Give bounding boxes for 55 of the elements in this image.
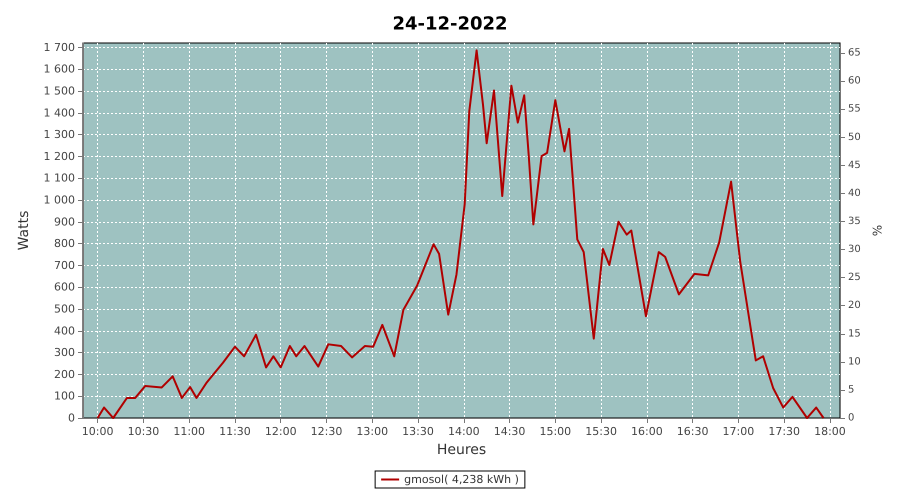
y-tick-label: 0 xyxy=(68,412,75,424)
y2-tick-label: 30 xyxy=(848,244,861,256)
y-tick-label: 400 xyxy=(54,324,75,338)
x-axis-title: Heures xyxy=(436,442,486,458)
y2-tick-label: 25 xyxy=(848,272,861,284)
x-tick-label: 15:30 xyxy=(585,425,617,438)
y2-tick-label: 0 xyxy=(848,412,854,424)
y2-axis-title: % xyxy=(870,224,885,236)
y2-tick-label: 5 xyxy=(848,384,854,396)
y-tick-label: 1 500 xyxy=(44,84,75,98)
x-tick-label: 16:00 xyxy=(631,425,663,438)
x-tick-label: 10:00 xyxy=(82,425,114,438)
x-tick-label: 11:00 xyxy=(173,425,206,438)
x-tick-label: 16:30 xyxy=(676,425,708,438)
x-tick-label: 12:30 xyxy=(310,425,342,438)
x-tick-label: 17:30 xyxy=(768,425,800,438)
y-tick-label: 1 000 xyxy=(44,193,75,206)
y-tick-label: 1 400 xyxy=(44,106,75,120)
y2-tick-label: 55 xyxy=(848,104,861,115)
y-tick-label: 1 600 xyxy=(44,62,75,76)
y-tick-label: 500 xyxy=(54,302,75,316)
x-tick-label: 14:00 xyxy=(448,425,480,438)
y-tick-label: 100 xyxy=(54,390,75,403)
x-tick-label: 15:00 xyxy=(539,425,572,438)
y-tick-label: 900 xyxy=(54,215,75,228)
y2-tick-label: 50 xyxy=(848,132,861,143)
chart-title: 24-12-2022 xyxy=(392,14,508,34)
y2-tick-label: 40 xyxy=(848,188,861,199)
y2-tick-label: 35 xyxy=(848,216,861,228)
y2-tick-label: 60 xyxy=(848,76,861,87)
line-series xyxy=(96,49,825,419)
y-tick-label: 1 300 xyxy=(44,128,75,142)
y2-tick-label: 15 xyxy=(848,328,861,340)
y-tick-label: 1 200 xyxy=(44,150,75,163)
y2-tick-label: 10 xyxy=(848,356,861,368)
x-tick-label: 11:30 xyxy=(219,425,251,438)
y-tick-label: 800 xyxy=(54,237,75,250)
y-axis-title: Watts xyxy=(16,210,32,250)
y-tick-label: 200 xyxy=(54,368,75,381)
x-tick-label: 10:30 xyxy=(128,425,160,438)
x-tick-label: 13:30 xyxy=(402,425,434,438)
x-tick-label: 18:00 xyxy=(814,425,846,438)
x-tick-label: 13:00 xyxy=(356,425,388,438)
y-tick-label: 1 100 xyxy=(44,172,75,185)
x-tick-label: 12:00 xyxy=(264,425,297,438)
x-tick-label: 17:00 xyxy=(722,425,754,438)
y-tick-label: 700 xyxy=(54,258,75,272)
y-tick-label: 300 xyxy=(54,346,75,360)
y2-tick-label: 45 xyxy=(848,160,861,171)
y-tick-label: 600 xyxy=(54,280,75,294)
y-tick-label: 1 700 xyxy=(44,40,75,54)
legend-label: gmosol( 4,238 kWh ) xyxy=(404,473,519,486)
y2-tick-label: 20 xyxy=(848,300,861,312)
y2-tick-label: 65 xyxy=(848,48,861,59)
x-tick-label: 14:30 xyxy=(494,425,526,438)
